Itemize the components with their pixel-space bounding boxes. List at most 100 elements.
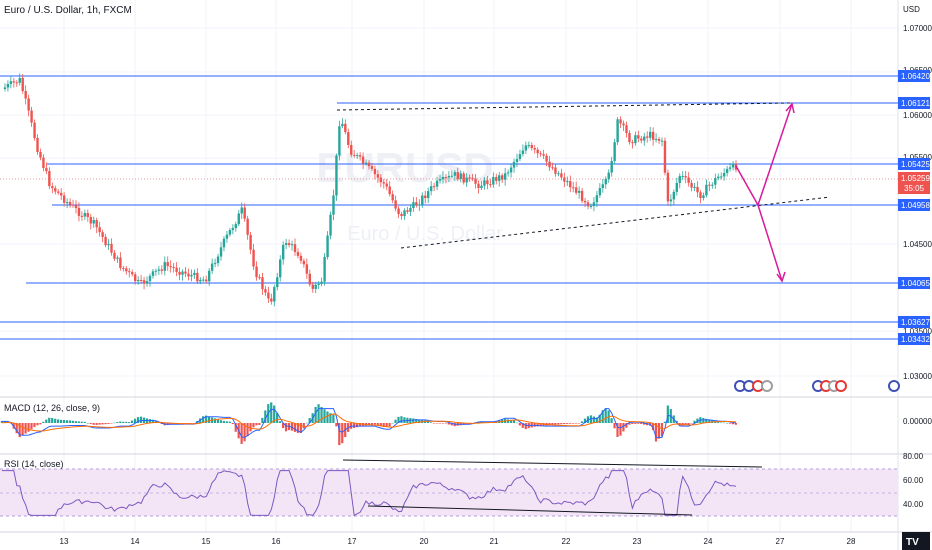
candle[interactable]: [717, 176, 720, 179]
candle[interactable]: [654, 138, 658, 140]
candle[interactable]: [382, 182, 385, 184]
candle[interactable]: [213, 263, 217, 265]
candle[interactable]: [302, 260, 306, 265]
candle[interactable]: [270, 298, 273, 302]
candle[interactable]: [261, 277, 264, 290]
candle[interactable]: [675, 183, 679, 192]
candle[interactable]: [243, 207, 246, 219]
candle[interactable]: [6, 83, 10, 88]
candle[interactable]: [595, 195, 599, 203]
candle[interactable]: [672, 191, 676, 200]
candle[interactable]: [598, 188, 602, 196]
candle[interactable]: [110, 243, 113, 253]
candle[interactable]: [518, 154, 522, 160]
candle[interactable]: [438, 179, 442, 181]
candle[interactable]: [190, 275, 193, 277]
candle[interactable]: [468, 177, 471, 179]
candle[interactable]: [385, 183, 388, 187]
candle[interactable]: [563, 177, 566, 182]
projection-up-arrow[interactable]: [735, 103, 793, 207]
candle[interactable]: [441, 177, 445, 180]
candle[interactable]: [373, 168, 377, 175]
candle[interactable]: [610, 161, 613, 173]
candle[interactable]: [74, 205, 78, 208]
candle[interactable]: [394, 200, 397, 209]
candle[interactable]: [311, 284, 314, 289]
candle[interactable]: [39, 152, 42, 158]
candle[interactable]: [296, 252, 300, 256]
candle[interactable]: [403, 210, 406, 217]
candle[interactable]: [583, 200, 587, 203]
candle[interactable]: [515, 159, 519, 162]
candle[interactable]: [264, 289, 267, 293]
candle[interactable]: [104, 236, 107, 246]
candle[interactable]: [27, 98, 30, 111]
candle[interactable]: [219, 247, 223, 257]
candle[interactable]: [24, 91, 27, 99]
candle[interactable]: [426, 191, 430, 199]
candle[interactable]: [323, 257, 326, 282]
candle[interactable]: [347, 132, 350, 146]
candle[interactable]: [89, 216, 92, 224]
candle[interactable]: [696, 186, 699, 193]
candle[interactable]: [545, 155, 548, 162]
candle[interactable]: [663, 140, 667, 173]
candle[interactable]: [574, 187, 578, 193]
candle[interactable]: [237, 213, 240, 225]
candle[interactable]: [142, 280, 146, 284]
candle[interactable]: [30, 110, 33, 123]
price-tag[interactable]: 1.06420: [898, 70, 930, 82]
candle[interactable]: [136, 280, 140, 282]
candle[interactable]: [252, 249, 255, 267]
candle[interactable]: [640, 138, 643, 141]
candle[interactable]: [527, 145, 531, 147]
candle[interactable]: [48, 171, 51, 187]
candle[interactable]: [62, 195, 66, 203]
candle[interactable]: [471, 177, 474, 179]
candle[interactable]: [477, 183, 480, 188]
candle[interactable]: [725, 168, 729, 174]
candle[interactable]: [447, 175, 451, 178]
candle[interactable]: [367, 162, 371, 167]
candle[interactable]: [154, 270, 158, 272]
candle[interactable]: [462, 173, 465, 183]
candle[interactable]: [566, 181, 569, 183]
candle[interactable]: [506, 172, 510, 174]
rsi-title[interactable]: RSI (14, close): [4, 459, 64, 469]
candle[interactable]: [651, 131, 655, 140]
candle[interactable]: [542, 154, 545, 156]
candle[interactable]: [415, 202, 418, 206]
candle[interactable]: [637, 135, 640, 139]
candle[interactable]: [361, 156, 365, 164]
candle[interactable]: [536, 149, 539, 154]
candle[interactable]: [116, 257, 119, 259]
candle[interactable]: [364, 162, 368, 164]
candle[interactable]: [36, 137, 39, 153]
candle[interactable]: [145, 281, 149, 284]
candle[interactable]: [314, 284, 317, 289]
candle[interactable]: [500, 175, 504, 180]
candle[interactable]: [54, 188, 57, 192]
candle[interactable]: [113, 252, 116, 259]
projection-arrows[interactable]: [735, 102, 795, 283]
candle[interactable]: [548, 161, 551, 168]
candle[interactable]: [631, 142, 634, 144]
candle[interactable]: [205, 279, 208, 282]
candle[interactable]: [287, 243, 291, 245]
candle[interactable]: [492, 177, 495, 185]
candle[interactable]: [42, 157, 45, 169]
candle[interactable]: [601, 184, 605, 189]
price-tag[interactable]: 1.05425: [898, 158, 930, 170]
candle[interactable]: [379, 177, 383, 183]
candle[interactable]: [432, 186, 436, 188]
event-flag-icon[interactable]: [835, 380, 847, 392]
candle[interactable]: [172, 266, 175, 268]
candle[interactable]: [148, 275, 152, 282]
candle[interactable]: [687, 177, 690, 183]
candle[interactable]: [160, 269, 164, 271]
candle[interactable]: [240, 207, 243, 214]
candle[interactable]: [166, 262, 169, 267]
candle[interactable]: [705, 184, 708, 196]
symbol-title[interactable]: Euro / U.S. Dollar, 1h, FXCM: [4, 5, 132, 16]
candle[interactable]: [530, 145, 533, 149]
